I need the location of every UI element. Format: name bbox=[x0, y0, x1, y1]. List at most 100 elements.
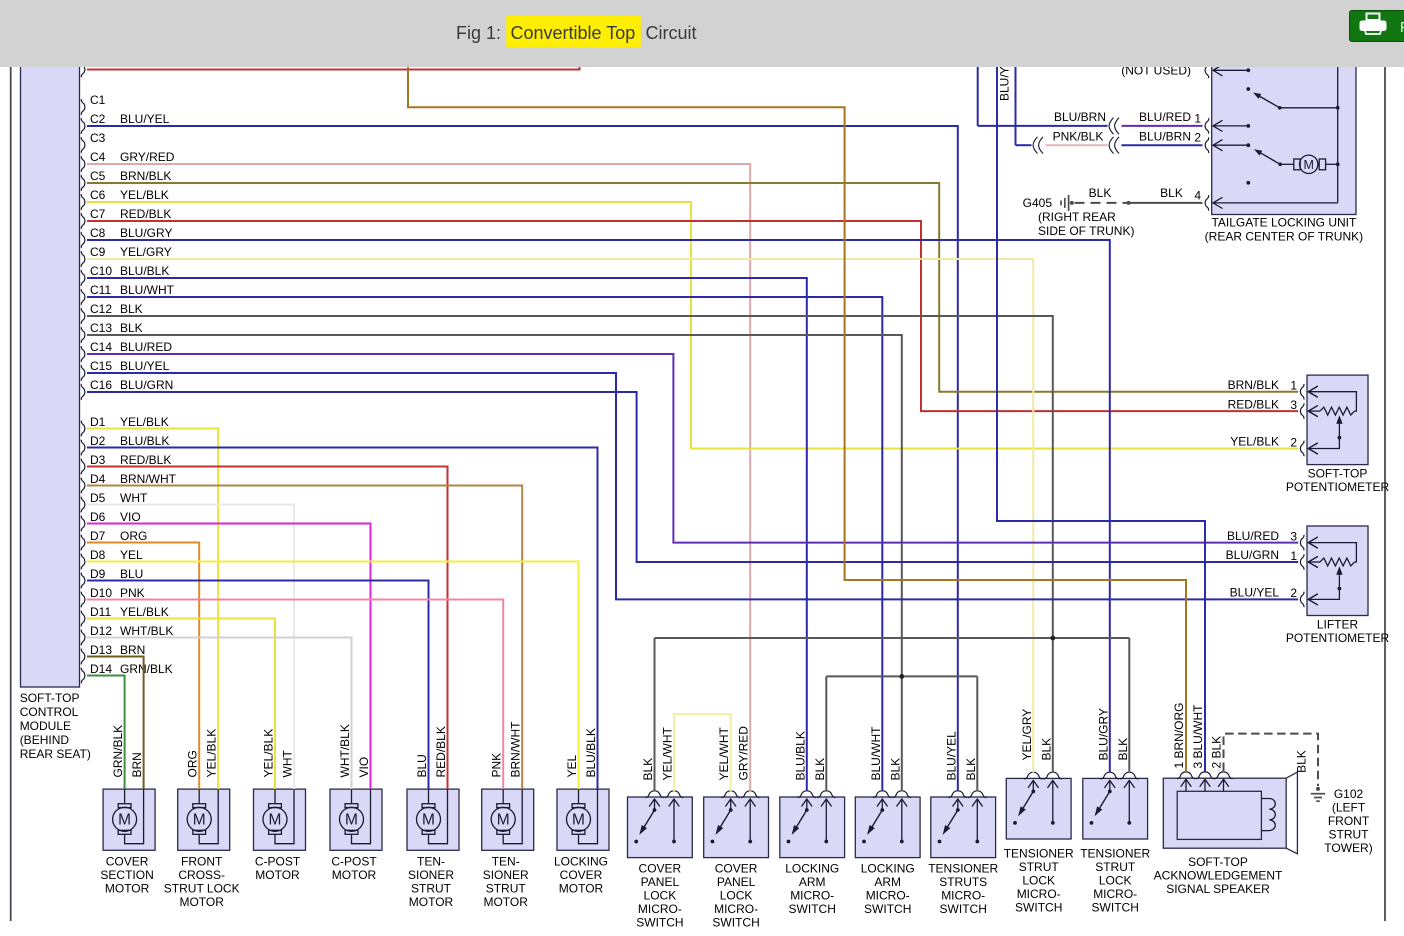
svg-text:BLU/BLK: BLU/BLK bbox=[120, 434, 169, 448]
svg-text:C-POST: C-POST bbox=[331, 855, 377, 869]
svg-text:Fig 1:: Fig 1: bbox=[456, 23, 501, 43]
svg-text:BLU/BLK: BLU/BLK bbox=[584, 728, 598, 777]
svg-text:BLK: BLK bbox=[1295, 750, 1309, 773]
svg-text:POTENTIOMETER: POTENTIOMETER bbox=[1286, 480, 1390, 494]
svg-text:3: 3 bbox=[1290, 398, 1297, 412]
svg-text:SIDE OF TRUNK): SIDE OF TRUNK) bbox=[1038, 224, 1134, 238]
svg-text:FRONT: FRONT bbox=[181, 855, 223, 869]
svg-text:YEL/WHT: YEL/WHT bbox=[661, 726, 675, 780]
svg-text:3: 3 bbox=[1290, 529, 1297, 543]
svg-text:RED/BLK: RED/BLK bbox=[1228, 397, 1279, 411]
svg-text:BLK: BLK bbox=[641, 758, 655, 781]
svg-text:VIO: VIO bbox=[120, 510, 141, 524]
svg-text:CONTROL: CONTROL bbox=[20, 705, 79, 719]
svg-text:BLU/YEL: BLU/YEL bbox=[120, 359, 170, 373]
svg-text:STRUT: STRUT bbox=[1329, 828, 1370, 842]
svg-text:MICRO-: MICRO- bbox=[638, 902, 682, 916]
svg-text:VIO: VIO bbox=[357, 757, 371, 778]
svg-text:D12: D12 bbox=[90, 624, 112, 638]
svg-text:MOTOR: MOTOR bbox=[332, 868, 377, 882]
svg-text:BLK: BLK bbox=[1089, 186, 1112, 200]
svg-text:COVER: COVER bbox=[715, 862, 758, 876]
svg-text:SOFT-TOP: SOFT-TOP bbox=[1188, 855, 1248, 869]
svg-text:BLK: BLK bbox=[120, 321, 143, 335]
svg-text:MICRO-: MICRO- bbox=[714, 902, 758, 916]
svg-text:GRY/RED: GRY/RED bbox=[120, 150, 175, 164]
svg-text:BLK: BLK bbox=[888, 758, 902, 781]
svg-text:D4: D4 bbox=[90, 472, 106, 486]
svg-text:C13: C13 bbox=[90, 321, 112, 335]
svg-text:D6: D6 bbox=[90, 510, 106, 524]
svg-text:BRN/WHT: BRN/WHT bbox=[120, 472, 177, 486]
svg-text:G102: G102 bbox=[1334, 787, 1364, 801]
svg-text:LOCK: LOCK bbox=[1022, 874, 1055, 888]
svg-text:D10: D10 bbox=[90, 586, 112, 600]
svg-text:TENSIONER: TENSIONER bbox=[1004, 847, 1074, 861]
svg-text:WHT: WHT bbox=[120, 491, 148, 505]
svg-text:M: M bbox=[269, 812, 282, 829]
svg-text:YEL/BLK: YEL/BLK bbox=[205, 729, 219, 778]
svg-text:C2: C2 bbox=[90, 112, 106, 126]
svg-text:BLU/GRN: BLU/GRN bbox=[120, 378, 173, 392]
svg-text:Pr: Pr bbox=[1400, 20, 1404, 36]
svg-text:STRUT: STRUT bbox=[411, 882, 452, 896]
svg-text:C14: C14 bbox=[90, 340, 112, 354]
svg-text:YEL/BLK: YEL/BLK bbox=[120, 188, 169, 202]
svg-text:C1: C1 bbox=[90, 93, 106, 107]
svg-text:COVER: COVER bbox=[106, 855, 149, 869]
svg-text:SIGNAL SPEAKER: SIGNAL SPEAKER bbox=[1166, 882, 1270, 896]
svg-text:RED/BLK: RED/BLK bbox=[120, 453, 171, 467]
svg-text:ORG: ORG bbox=[186, 750, 200, 777]
svg-text:C16: C16 bbox=[90, 378, 112, 392]
svg-text:D9: D9 bbox=[90, 567, 106, 581]
svg-text:1: 1 bbox=[1290, 549, 1297, 563]
svg-text:BLU/GRY: BLU/GRY bbox=[120, 226, 172, 240]
svg-text:C11: C11 bbox=[90, 283, 111, 297]
svg-text:RED/BLK: RED/BLK bbox=[120, 207, 171, 221]
svg-text:LOCKING: LOCKING bbox=[785, 862, 839, 876]
svg-text:BRN: BRN bbox=[130, 752, 144, 777]
svg-text:WHT: WHT bbox=[281, 750, 295, 778]
svg-text:1: 1 bbox=[1194, 111, 1201, 125]
svg-text:BLU/BRN: BLU/BRN bbox=[1139, 130, 1191, 144]
svg-text:REAR SEAT): REAR SEAT) bbox=[20, 747, 91, 761]
svg-text:D3: D3 bbox=[90, 453, 106, 467]
svg-text:MICRO-: MICRO- bbox=[1093, 887, 1137, 901]
svg-text:Convertible Top: Convertible Top bbox=[511, 23, 636, 43]
svg-text:BLK: BLK bbox=[1116, 738, 1130, 761]
svg-text:BLU: BLU bbox=[415, 754, 429, 777]
svg-text:MICRO-: MICRO- bbox=[941, 889, 985, 903]
svg-text:YEL: YEL bbox=[565, 754, 579, 777]
svg-text:BLU/BLK: BLU/BLK bbox=[793, 731, 807, 780]
svg-text:SWITCH: SWITCH bbox=[864, 902, 911, 916]
svg-text:TEN-: TEN- bbox=[417, 855, 445, 869]
svg-text:BLK: BLK bbox=[813, 758, 827, 781]
svg-text:YEL: YEL bbox=[120, 548, 143, 562]
svg-text:SOFT-TOP: SOFT-TOP bbox=[1308, 467, 1368, 481]
svg-text:ARM: ARM bbox=[799, 875, 826, 889]
svg-text:BLU/YEL: BLU/YEL bbox=[1230, 586, 1280, 600]
svg-text:BRN/BLK: BRN/BLK bbox=[1228, 378, 1279, 392]
svg-text:BRN: BRN bbox=[120, 643, 145, 657]
svg-text:BLU/YEL: BLU/YEL bbox=[120, 112, 170, 126]
svg-text:COVER: COVER bbox=[639, 862, 682, 876]
svg-text:MOTOR: MOTOR bbox=[255, 868, 300, 882]
svg-text:WHT/BLK: WHT/BLK bbox=[338, 724, 352, 777]
svg-text:FRONT: FRONT bbox=[1328, 814, 1370, 828]
svg-text:GRY/RED: GRY/RED bbox=[737, 726, 751, 781]
svg-text:LOCKING: LOCKING bbox=[861, 862, 915, 876]
svg-text:MODULE: MODULE bbox=[20, 719, 71, 733]
svg-text:MOTOR: MOTOR bbox=[179, 895, 224, 909]
svg-text:COVER: COVER bbox=[560, 868, 603, 882]
svg-text:MICRO-: MICRO- bbox=[1017, 887, 1061, 901]
svg-text:(BEHIND: (BEHIND bbox=[20, 733, 70, 747]
svg-text:BLU/RED: BLU/RED bbox=[1227, 529, 1279, 543]
svg-text:BRN/WHT: BRN/WHT bbox=[509, 721, 523, 778]
svg-text:BLU/GRY: BLU/GRY bbox=[1096, 708, 1110, 760]
svg-text:(LEFT: (LEFT bbox=[1332, 801, 1366, 815]
svg-text:YEL/GRY: YEL/GRY bbox=[1020, 709, 1034, 761]
svg-text:PANEL: PANEL bbox=[641, 875, 680, 889]
svg-text:ORG: ORG bbox=[120, 529, 147, 543]
svg-text:BLU/RED: BLU/RED bbox=[120, 340, 172, 354]
svg-text:SECTION: SECTION bbox=[100, 868, 153, 882]
